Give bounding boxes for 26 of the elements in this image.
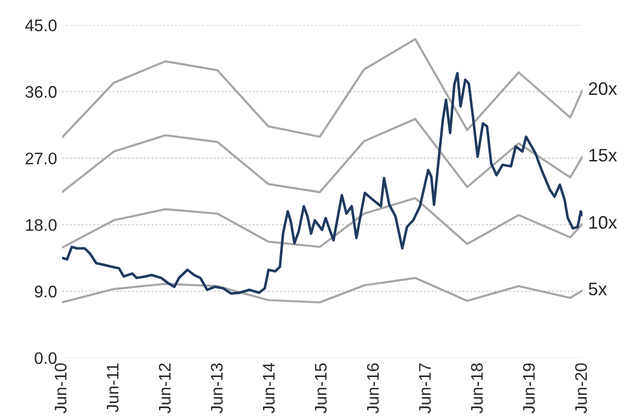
x-tick-label: Jun-10 <box>54 363 67 414</box>
x-tick-label: Jun-11 <box>106 363 119 412</box>
y-tick-label: 27.0 <box>26 152 57 164</box>
line-series <box>62 38 582 139</box>
x-tick-label: Jun-12 <box>158 364 171 414</box>
x-tick-label: Jun-19 <box>523 363 535 414</box>
x-tick-label: Jun-20 <box>575 363 587 414</box>
series-label: 10x <box>589 216 617 229</box>
x-tick-label: Jun-13 <box>210 363 223 414</box>
x-tick-label: Jun-15 <box>315 363 327 414</box>
y-tick-label: 0.0 <box>34 352 57 364</box>
x-tick-label: Jun-14 <box>263 363 275 414</box>
series-label: 15x <box>589 148 617 162</box>
x-tick-label: Jun-18 <box>471 363 483 414</box>
y-tick-label: 9.0 <box>34 286 57 298</box>
series-label: 5x <box>588 282 607 296</box>
x-tick-label: Jun-16 <box>367 363 379 414</box>
series-label: 20x <box>588 82 617 95</box>
line-series <box>62 197 582 249</box>
y-tick-label: 45.0 <box>25 19 57 32</box>
y-tick-label: 18.0 <box>26 219 57 231</box>
x-tick-label: Jun-17 <box>419 364 431 414</box>
line-series <box>62 276 582 304</box>
y-tick-label: 36.0 <box>25 86 57 98</box>
line-series <box>62 72 582 295</box>
line-series <box>62 118 582 194</box>
